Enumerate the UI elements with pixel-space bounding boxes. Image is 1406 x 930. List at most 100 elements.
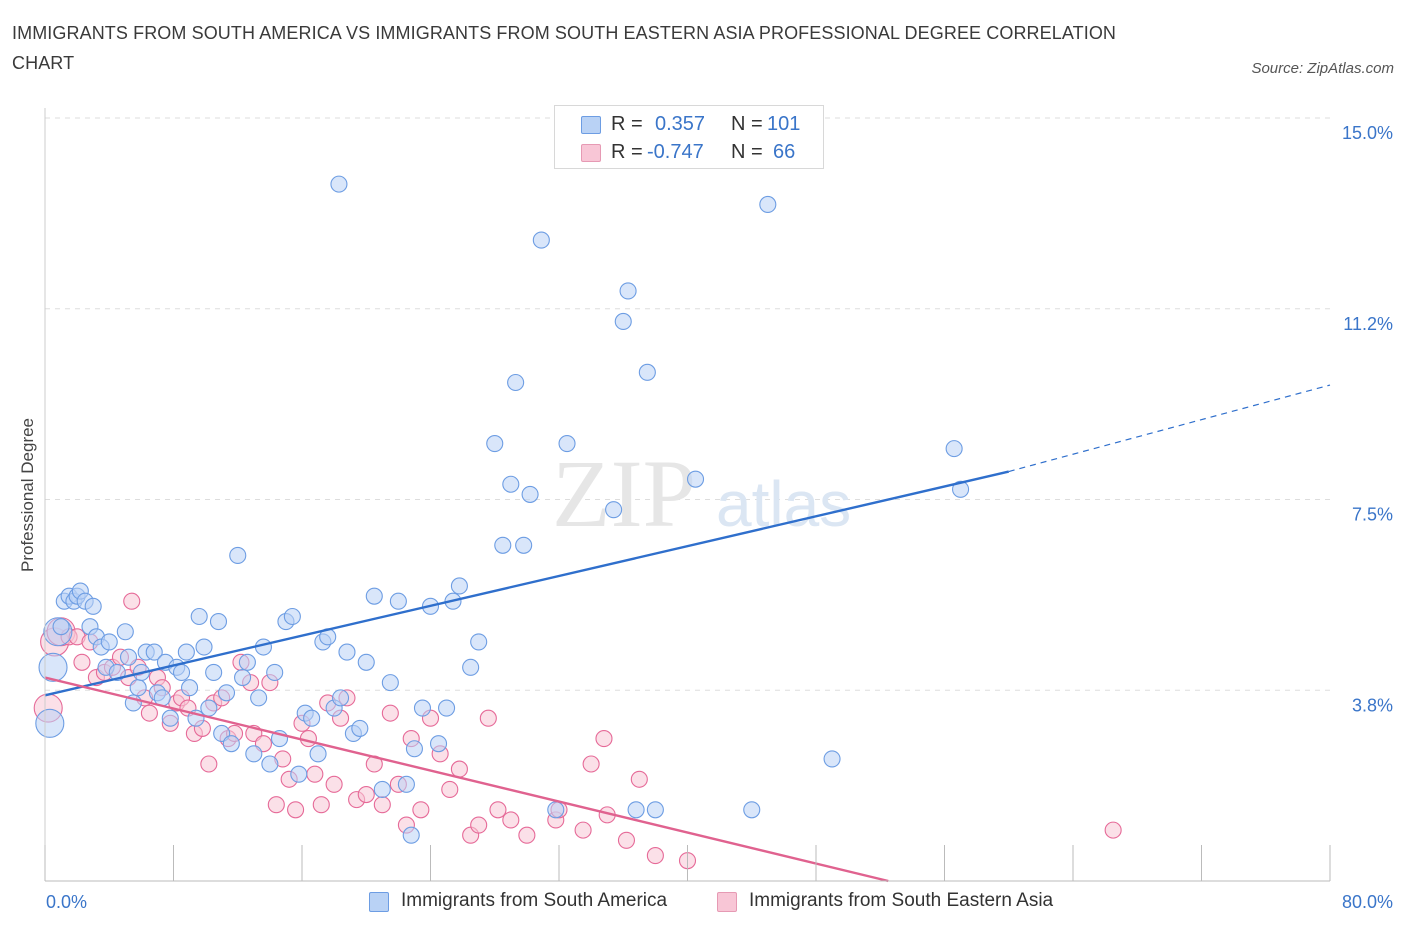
data-point bbox=[686, 470, 705, 488]
data-point bbox=[558, 434, 576, 453]
data-point bbox=[646, 847, 664, 865]
legend-r-label: R = bbox=[611, 141, 643, 163]
data-point bbox=[381, 704, 399, 722]
correlation-legend: R = 0.357 N = 101 R = -0.747 N = 66 bbox=[554, 105, 824, 169]
y-tick-label: 3.8% bbox=[1352, 695, 1393, 715]
data-point bbox=[373, 780, 391, 798]
legend-r-label: R = bbox=[611, 113, 643, 135]
data-point bbox=[140, 704, 158, 722]
data-point bbox=[595, 730, 613, 748]
data-point bbox=[119, 648, 138, 666]
data-point bbox=[389, 592, 407, 610]
data-point bbox=[234, 668, 252, 687]
trend-line bbox=[44, 470, 1010, 697]
data-point bbox=[306, 765, 324, 783]
data-point bbox=[1104, 821, 1122, 839]
data-point bbox=[630, 770, 648, 788]
legend-n-value: 101 bbox=[767, 113, 801, 135]
legend-r-value: -0.747 bbox=[647, 141, 704, 163]
y-tick-label: 15.0% bbox=[1342, 123, 1393, 143]
legend-row-south-eastern-asia: R = -0.747 N = 66 bbox=[555, 138, 823, 166]
data-point bbox=[172, 663, 191, 681]
data-point bbox=[381, 674, 399, 692]
data-point bbox=[605, 501, 623, 519]
data-point bbox=[532, 231, 550, 249]
data-point bbox=[261, 755, 279, 773]
data-point bbox=[338, 643, 356, 661]
legend-row-south-america: R = 0.357 N = 101 bbox=[555, 110, 823, 138]
data-point bbox=[743, 801, 761, 819]
data-point bbox=[494, 536, 512, 554]
data-point bbox=[462, 658, 480, 676]
legend-n-label: N = bbox=[731, 113, 763, 135]
watermark-zip: ZIP bbox=[552, 440, 696, 547]
legend-n-label: N = bbox=[731, 141, 763, 163]
data-point bbox=[266, 663, 284, 681]
data-point bbox=[438, 699, 456, 717]
data-point bbox=[84, 597, 102, 615]
data-point bbox=[638, 363, 656, 381]
x-tick-label-right: 80.0% bbox=[1342, 892, 1393, 912]
data-point bbox=[35, 708, 65, 738]
data-point bbox=[229, 546, 247, 565]
data-point bbox=[283, 607, 301, 626]
legend-r-value: 0.357 bbox=[655, 113, 706, 135]
data-point bbox=[450, 577, 468, 595]
data-point bbox=[547, 801, 565, 819]
data-point bbox=[515, 536, 533, 554]
data-point bbox=[412, 801, 430, 819]
data-point bbox=[200, 699, 218, 717]
data-point bbox=[195, 638, 213, 656]
bottom-legend-label: Immigrants from South America bbox=[401, 890, 668, 911]
trend-lines bbox=[44, 384, 1331, 883]
data-point bbox=[574, 821, 592, 839]
bottom-legend-label: Immigrants from South Eastern Asia bbox=[749, 890, 1054, 911]
y-tick-label: 7.5% bbox=[1352, 505, 1393, 525]
data-point bbox=[331, 689, 350, 707]
data-point bbox=[479, 709, 497, 727]
data-point bbox=[441, 780, 459, 798]
data-point bbox=[823, 750, 841, 768]
data-point bbox=[357, 653, 375, 671]
data-point bbox=[470, 633, 488, 651]
bottom-legend-swatch-blue bbox=[369, 892, 389, 912]
data-point bbox=[351, 719, 369, 737]
data-point bbox=[429, 735, 448, 753]
data-point bbox=[312, 796, 330, 814]
watermark-atlas: atlas bbox=[716, 468, 851, 540]
grid: 3.8% 7.5% 11.2% 15.0% bbox=[45, 117, 1393, 715]
data-point bbox=[287, 801, 305, 819]
data-point bbox=[952, 480, 970, 498]
data-point bbox=[627, 801, 645, 819]
data-point bbox=[73, 653, 91, 671]
data-point bbox=[405, 740, 423, 758]
data-point bbox=[521, 485, 539, 503]
y-tick-label: 11.2% bbox=[1343, 314, 1393, 334]
bottom-legend-swatch-pink bbox=[717, 892, 737, 912]
data-point bbox=[397, 775, 415, 793]
data-point bbox=[238, 653, 256, 671]
data-point bbox=[582, 755, 600, 773]
data-point bbox=[365, 587, 383, 605]
data-point bbox=[619, 282, 637, 300]
data-point bbox=[205, 663, 223, 681]
trend-line-extension bbox=[1008, 384, 1331, 473]
data-point bbox=[222, 735, 240, 753]
data-point bbox=[518, 826, 536, 844]
data-point bbox=[245, 745, 263, 763]
data-point bbox=[402, 826, 420, 844]
data-point bbox=[646, 801, 664, 819]
data-point bbox=[250, 689, 268, 707]
data-point bbox=[507, 373, 525, 392]
legend-swatch-blue bbox=[581, 116, 601, 134]
data-point bbox=[357, 785, 375, 804]
data-point bbox=[502, 475, 520, 493]
data-point bbox=[217, 684, 236, 702]
data-point bbox=[38, 652, 68, 682]
data-point bbox=[486, 434, 504, 453]
data-point bbox=[303, 709, 321, 727]
data-point bbox=[161, 709, 179, 727]
data-point bbox=[489, 801, 507, 819]
data-point bbox=[614, 312, 632, 331]
